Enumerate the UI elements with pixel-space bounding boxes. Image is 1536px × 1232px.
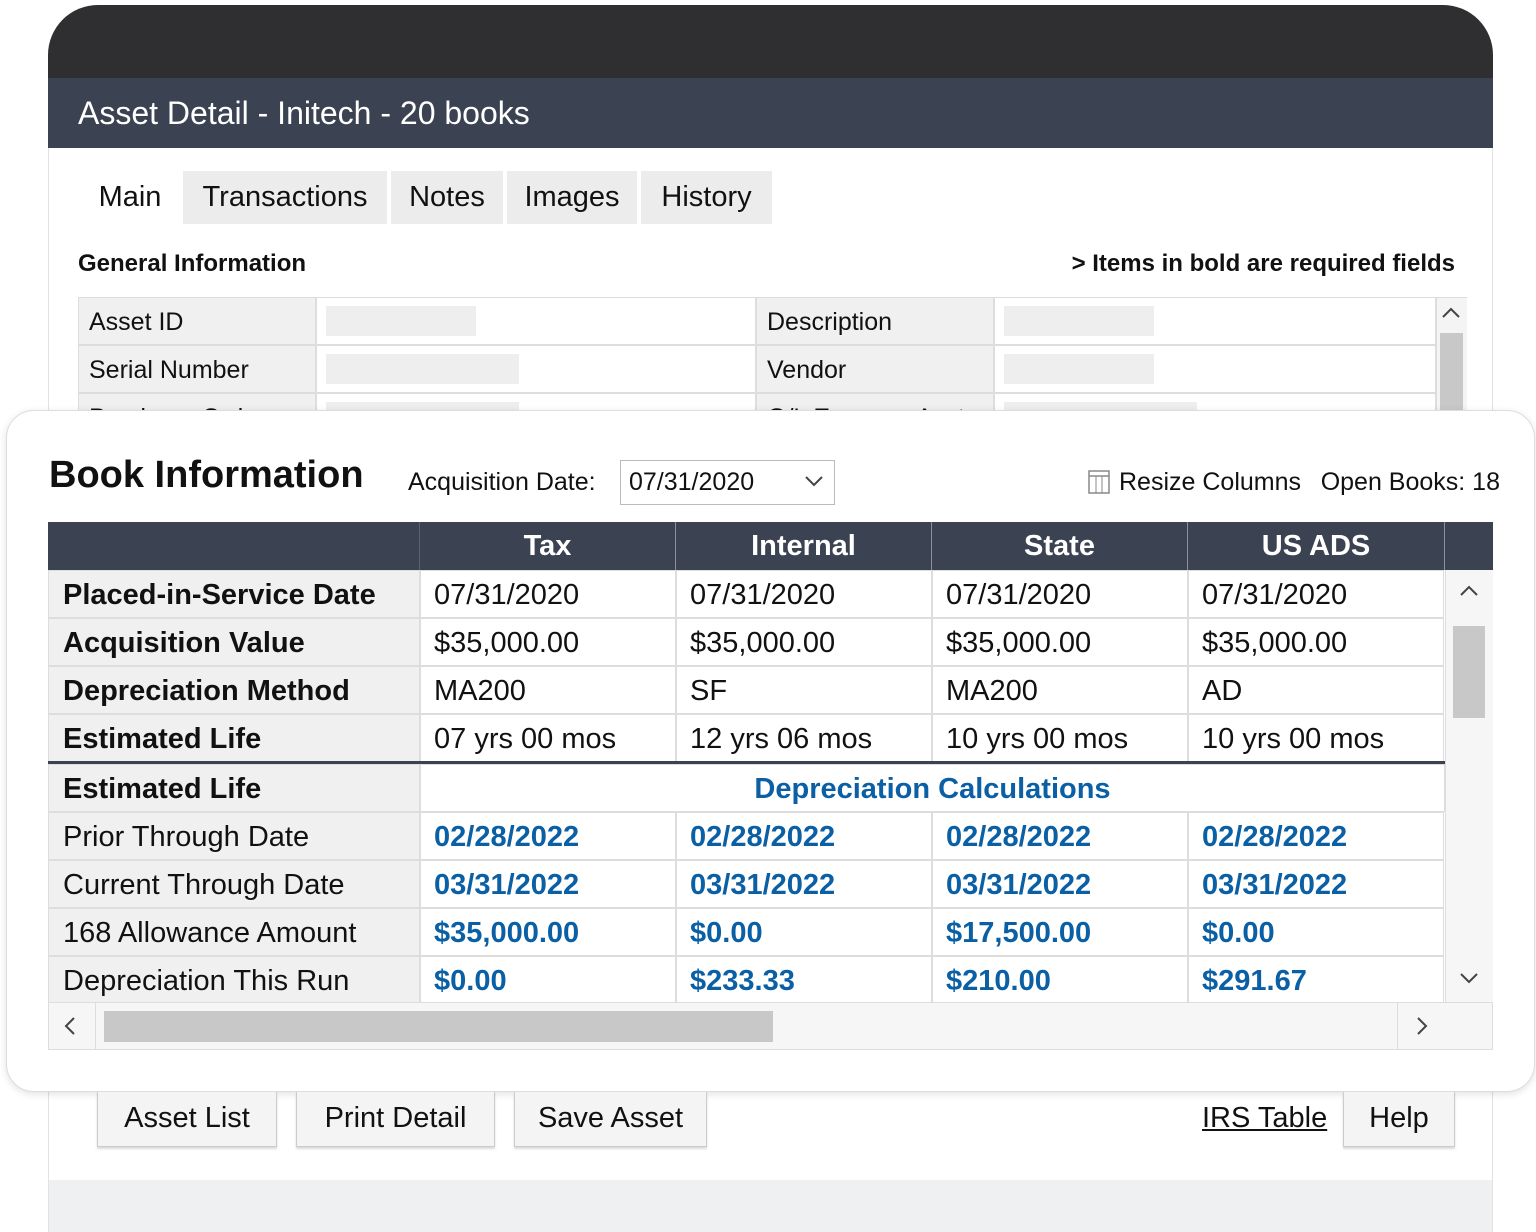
acquisition-label: Acquisition Date: <box>408 468 596 496</box>
scroll-up[interactable] <box>1441 305 1461 325</box>
row-value: $0.00 <box>676 908 932 956</box>
field-label: Asset ID <box>78 297 316 345</box>
grid-scroll-left-icon <box>64 1017 75 1035</box>
acquisition-date: 07/31/2020 <box>629 468 755 496</box>
acquisition-select[interactable] <box>620 460 835 505</box>
grid-scroll-thumb[interactable] <box>1453 626 1485 718</box>
row-value: $35,000.00 <box>420 618 676 666</box>
section-divider <box>48 761 1445 764</box>
select-arrow[interactable] <box>804 473 824 493</box>
row-label: Current Through Date <box>48 860 420 908</box>
row-label: 168 Allowance Amount <box>48 908 420 956</box>
grid-scroll-right[interactable] <box>1414 1016 1434 1036</box>
button[interactable]: Asset List <box>97 1092 277 1147</box>
grid-scroll-up-icon <box>1460 585 1478 596</box>
grid-scroll-down[interactable] <box>1459 970 1479 990</box>
row-value: 02/28/2022 <box>932 812 1188 860</box>
row-label: Estimated Life <box>48 764 420 812</box>
grid-h-thumb[interactable] <box>104 1011 773 1042</box>
tab[interactable]: History <box>641 171 772 224</box>
row-label: Depreciation Method <box>48 666 420 714</box>
row-value: MA200 <box>420 666 676 714</box>
resize-columns[interactable]: Resize Columns <box>1119 468 1302 496</box>
row-value: $35,000.00 <box>932 618 1188 666</box>
button[interactable]: Print Detail <box>296 1092 495 1147</box>
field-placeholder <box>1004 306 1154 336</box>
row-value: 02/28/2022 <box>676 812 932 860</box>
button[interactable]: Save Asset <box>514 1092 707 1147</box>
row-label: Prior Through Date <box>48 812 420 860</box>
row-value: 12 yrs 06 mos <box>676 714 932 762</box>
column-header: Tax <box>420 522 676 570</box>
footer-bar <box>49 1180 1492 1232</box>
row-value: 03/31/2022 <box>932 860 1188 908</box>
window-top-bar <box>48 5 1493 78</box>
scroll-up-icon <box>1442 307 1460 318</box>
grid-scroll-up[interactable] <box>1459 583 1479 603</box>
row-value: 10 yrs 00 mos <box>1188 714 1444 762</box>
row-value: 07/31/2020 <box>420 570 676 618</box>
row-label: Estimated Life <box>48 714 420 762</box>
row-value: $35,000.00 <box>420 908 676 956</box>
field-label: Vendor <box>756 345 994 393</box>
h-scroll-right-box <box>1397 1002 1445 1050</box>
field-placeholder <box>326 354 519 384</box>
book-heading: Book Information <box>49 454 364 496</box>
column-header: Internal <box>676 522 932 570</box>
h-scroll-left-box <box>48 1002 96 1050</box>
row-label: Acquisition Value <box>48 618 420 666</box>
help-button[interactable]: Help <box>1343 1092 1455 1147</box>
row-value: 07 yrs 00 mos <box>420 714 676 762</box>
section-heading: General Information <box>78 250 307 277</box>
grid-scroll-right-icon <box>1417 1017 1428 1035</box>
resize-icon[interactable] <box>1088 470 1110 494</box>
row-value: $233.33 <box>676 956 932 1004</box>
field-label: Serial Number <box>78 345 316 393</box>
required-note: > Items in bold are required fields <box>1071 250 1455 277</box>
row-value: 07/31/2020 <box>676 570 932 618</box>
row-value: $17,500.00 <box>932 908 1188 956</box>
row-value: $35,000.00 <box>1188 618 1444 666</box>
row-value: SF <box>676 666 932 714</box>
row-value: 03/31/2022 <box>1188 860 1444 908</box>
tab[interactable]: Images <box>507 171 637 224</box>
column-header: US ADS <box>1188 522 1445 570</box>
field-label: Description <box>756 297 994 345</box>
grid-header <box>48 522 1493 570</box>
window-title: Asset Detail - Initech - 20 books <box>78 95 530 131</box>
row-value: $35,000.00 <box>676 618 932 666</box>
title-bar <box>48 78 1493 148</box>
grid-scroll-down-icon <box>1460 973 1478 984</box>
irs-link[interactable]: IRS Table <box>1202 1102 1328 1134</box>
row-value: AD <box>1188 666 1444 714</box>
row-label: Depreciation This Run <box>48 956 420 1004</box>
column-header: State <box>932 522 1188 570</box>
resize-icon-glyph <box>1088 470 1110 494</box>
row-value: $0.00 <box>1188 908 1444 956</box>
tab[interactable]: Main <box>98 181 162 213</box>
row-value: 03/31/2022 <box>676 860 932 908</box>
grid-header-cell <box>48 522 420 570</box>
row-value: 10 yrs 00 mos <box>932 714 1188 762</box>
row-label: Placed-in-Service Date <box>48 570 420 618</box>
row-value: 03/31/2022 <box>420 860 676 908</box>
row-value: $291.67 <box>1188 956 1444 1004</box>
field-placeholder <box>326 306 476 336</box>
select-arrow-icon <box>805 476 823 487</box>
row-value: 02/28/2022 <box>1188 812 1444 860</box>
tab[interactable]: Transactions <box>183 171 387 224</box>
row-value: 07/31/2020 <box>932 570 1188 618</box>
section-title: Depreciation Calculations <box>420 764 1445 812</box>
row-value: $0.00 <box>420 956 676 1004</box>
open-books: Open Books: 18 <box>1320 468 1500 496</box>
tab[interactable]: Notes <box>391 171 503 224</box>
row-value: 07/31/2020 <box>1188 570 1444 618</box>
row-value: 02/28/2022 <box>420 812 676 860</box>
row-value: MA200 <box>932 666 1188 714</box>
grid-scroll-left[interactable] <box>62 1016 82 1036</box>
row-value: $210.00 <box>932 956 1188 1004</box>
field-placeholder <box>1004 354 1154 384</box>
